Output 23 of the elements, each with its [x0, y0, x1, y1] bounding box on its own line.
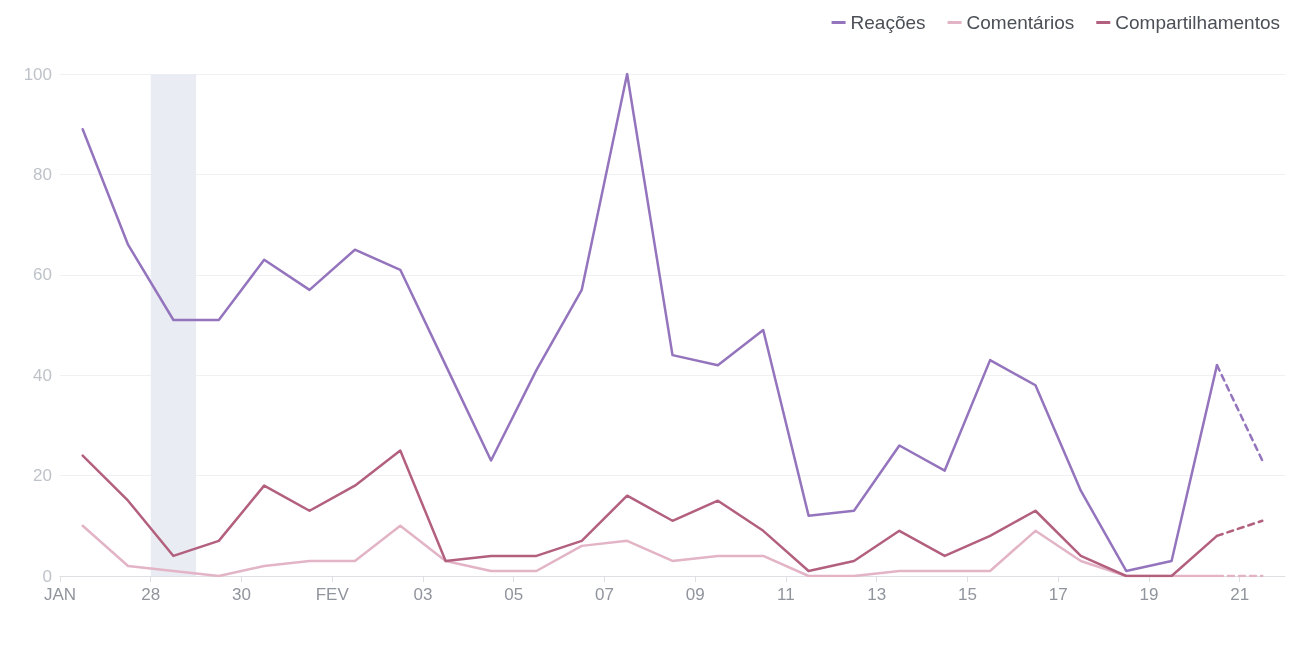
x-tick-label: JAN [43, 585, 77, 604]
x-tick-label: 05 [504, 585, 524, 604]
x-tick-label: 09 [685, 585, 705, 604]
x-tick-label: 21 [1230, 585, 1250, 604]
x-tick-label: 19 [1139, 585, 1159, 604]
y-tick-label: 60 [33, 265, 52, 285]
x-tick-label: 11 [777, 585, 795, 604]
x-tick-label: 13 [867, 585, 887, 604]
x-tick-label: 07 [594, 585, 614, 604]
y-tick-label: 20 [33, 466, 52, 486]
legend-label: Comentários [966, 12, 1075, 33]
x-tick-label: 28 [141, 585, 161, 604]
x-tick-label: FEV [315, 585, 350, 604]
legend-label: Compartilhamentos [1115, 12, 1281, 33]
x-tick-label: 15 [957, 585, 977, 604]
y-tick-label: 0 [42, 566, 52, 586]
x-tick-label: 30 [232, 585, 251, 604]
y-tick-label: 40 [33, 365, 52, 385]
x-tick-label: 17 [1048, 585, 1068, 604]
legend-label: Reações [850, 12, 926, 33]
x-tick-label: 03 [413, 585, 433, 604]
y-tick-label: 80 [33, 164, 52, 184]
y-tick-label: 100 [23, 64, 52, 84]
